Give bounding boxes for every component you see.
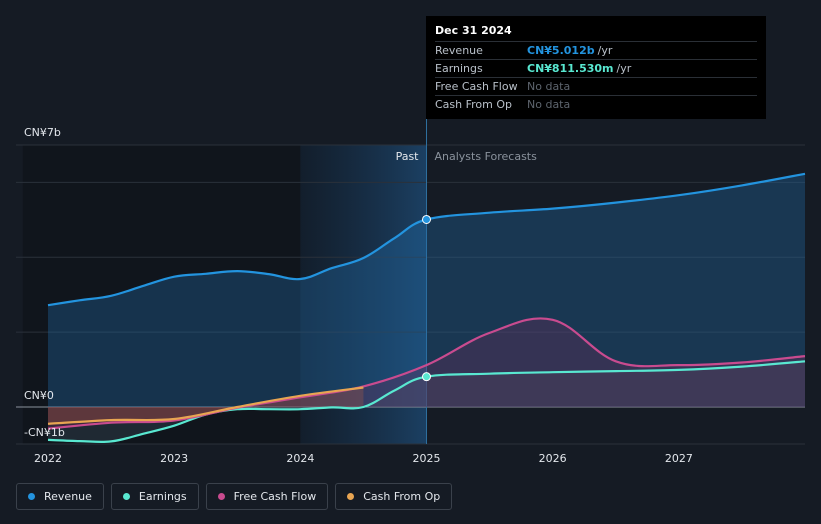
y-tick-label-bottom: -CN¥1b <box>24 426 65 439</box>
y-tick-label-top: CN¥7b <box>24 126 61 139</box>
legend-item-earnings[interactable]: Earnings <box>110 483 199 510</box>
tooltip-value: No data <box>527 98 571 111</box>
tooltip-unit: /yr <box>616 62 632 75</box>
tooltip-label: Revenue <box>435 44 483 57</box>
legend-label: Revenue <box>44 490 92 503</box>
tooltip-row-cash-from-op: Cash From Op No data <box>435 95 757 113</box>
y-tick-label-zero: CN¥0 <box>24 389 54 402</box>
x-tick-label: 2026 <box>539 452 567 465</box>
legend-label: Free Cash Flow <box>233 490 317 503</box>
tooltip-date: Dec 31 2024 <box>435 24 512 37</box>
earnings-area <box>48 361 805 442</box>
past-label: Past <box>396 150 420 163</box>
chart-legend: Revenue Earnings Free Cash Flow Cash Fro… <box>16 483 453 510</box>
tooltip-label: Cash From Op <box>435 98 513 111</box>
x-tick-label: 2024 <box>286 452 314 465</box>
financial-chart: CN¥7b CN¥0 -CN¥1b 2022 2023 2024 2025 2026 2027 P… <box>16 16 806 465</box>
x-tick-label: 2027 <box>665 452 693 465</box>
tooltip-label: Free Cash Flow <box>435 80 518 93</box>
data-tooltip: Dec 31 2024 Revenue CN¥5.012b /yr Earnin… <box>426 16 766 119</box>
free-cash-flow-line <box>47 317 806 430</box>
forecast-label: Analysts Forecasts <box>435 150 538 163</box>
tooltip-value: No data <box>527 80 571 93</box>
legend-label: Cash From Op <box>363 490 441 503</box>
legend-label: Earnings <box>138 490 187 503</box>
tooltip-row-earnings: Earnings CN¥811.530m /yr <box>435 59 757 77</box>
revenue-point <box>422 214 431 224</box>
earnings-point <box>422 372 431 382</box>
legend-item-cash-from-op[interactable]: Cash From Op <box>335 483 453 510</box>
x-tick-label: 2025 <box>413 452 441 465</box>
tooltip-row-free-cash-flow: Free Cash Flow No data <box>435 77 757 95</box>
revenue-area <box>48 173 805 407</box>
x-tick-label: 2023 <box>160 452 188 465</box>
tooltip-unit: /yr <box>597 44 613 57</box>
free-cash-flow-dot-icon <box>217 493 225 500</box>
earnings-line <box>47 360 806 444</box>
x-tick-label: 2022 <box>34 452 62 465</box>
cash-from-op-area <box>48 387 364 424</box>
legend-item-free-cash-flow[interactable]: Free Cash Flow <box>205 483 329 510</box>
revenue-dot-icon <box>28 493 35 500</box>
tooltip-value: CN¥811.530m <box>527 62 614 75</box>
earnings-dot-icon <box>122 493 130 500</box>
legend-item-revenue[interactable]: Revenue <box>16 483 104 510</box>
tooltip-label: Earnings <box>435 62 483 75</box>
tooltip-value: CN¥5.012b <box>527 44 595 57</box>
tooltip-row-revenue: Revenue CN¥5.012b /yr <box>435 41 757 59</box>
revenue-line <box>47 172 806 307</box>
cash-from-op-line <box>47 386 364 425</box>
cash-from-op-dot-icon <box>347 493 355 500</box>
